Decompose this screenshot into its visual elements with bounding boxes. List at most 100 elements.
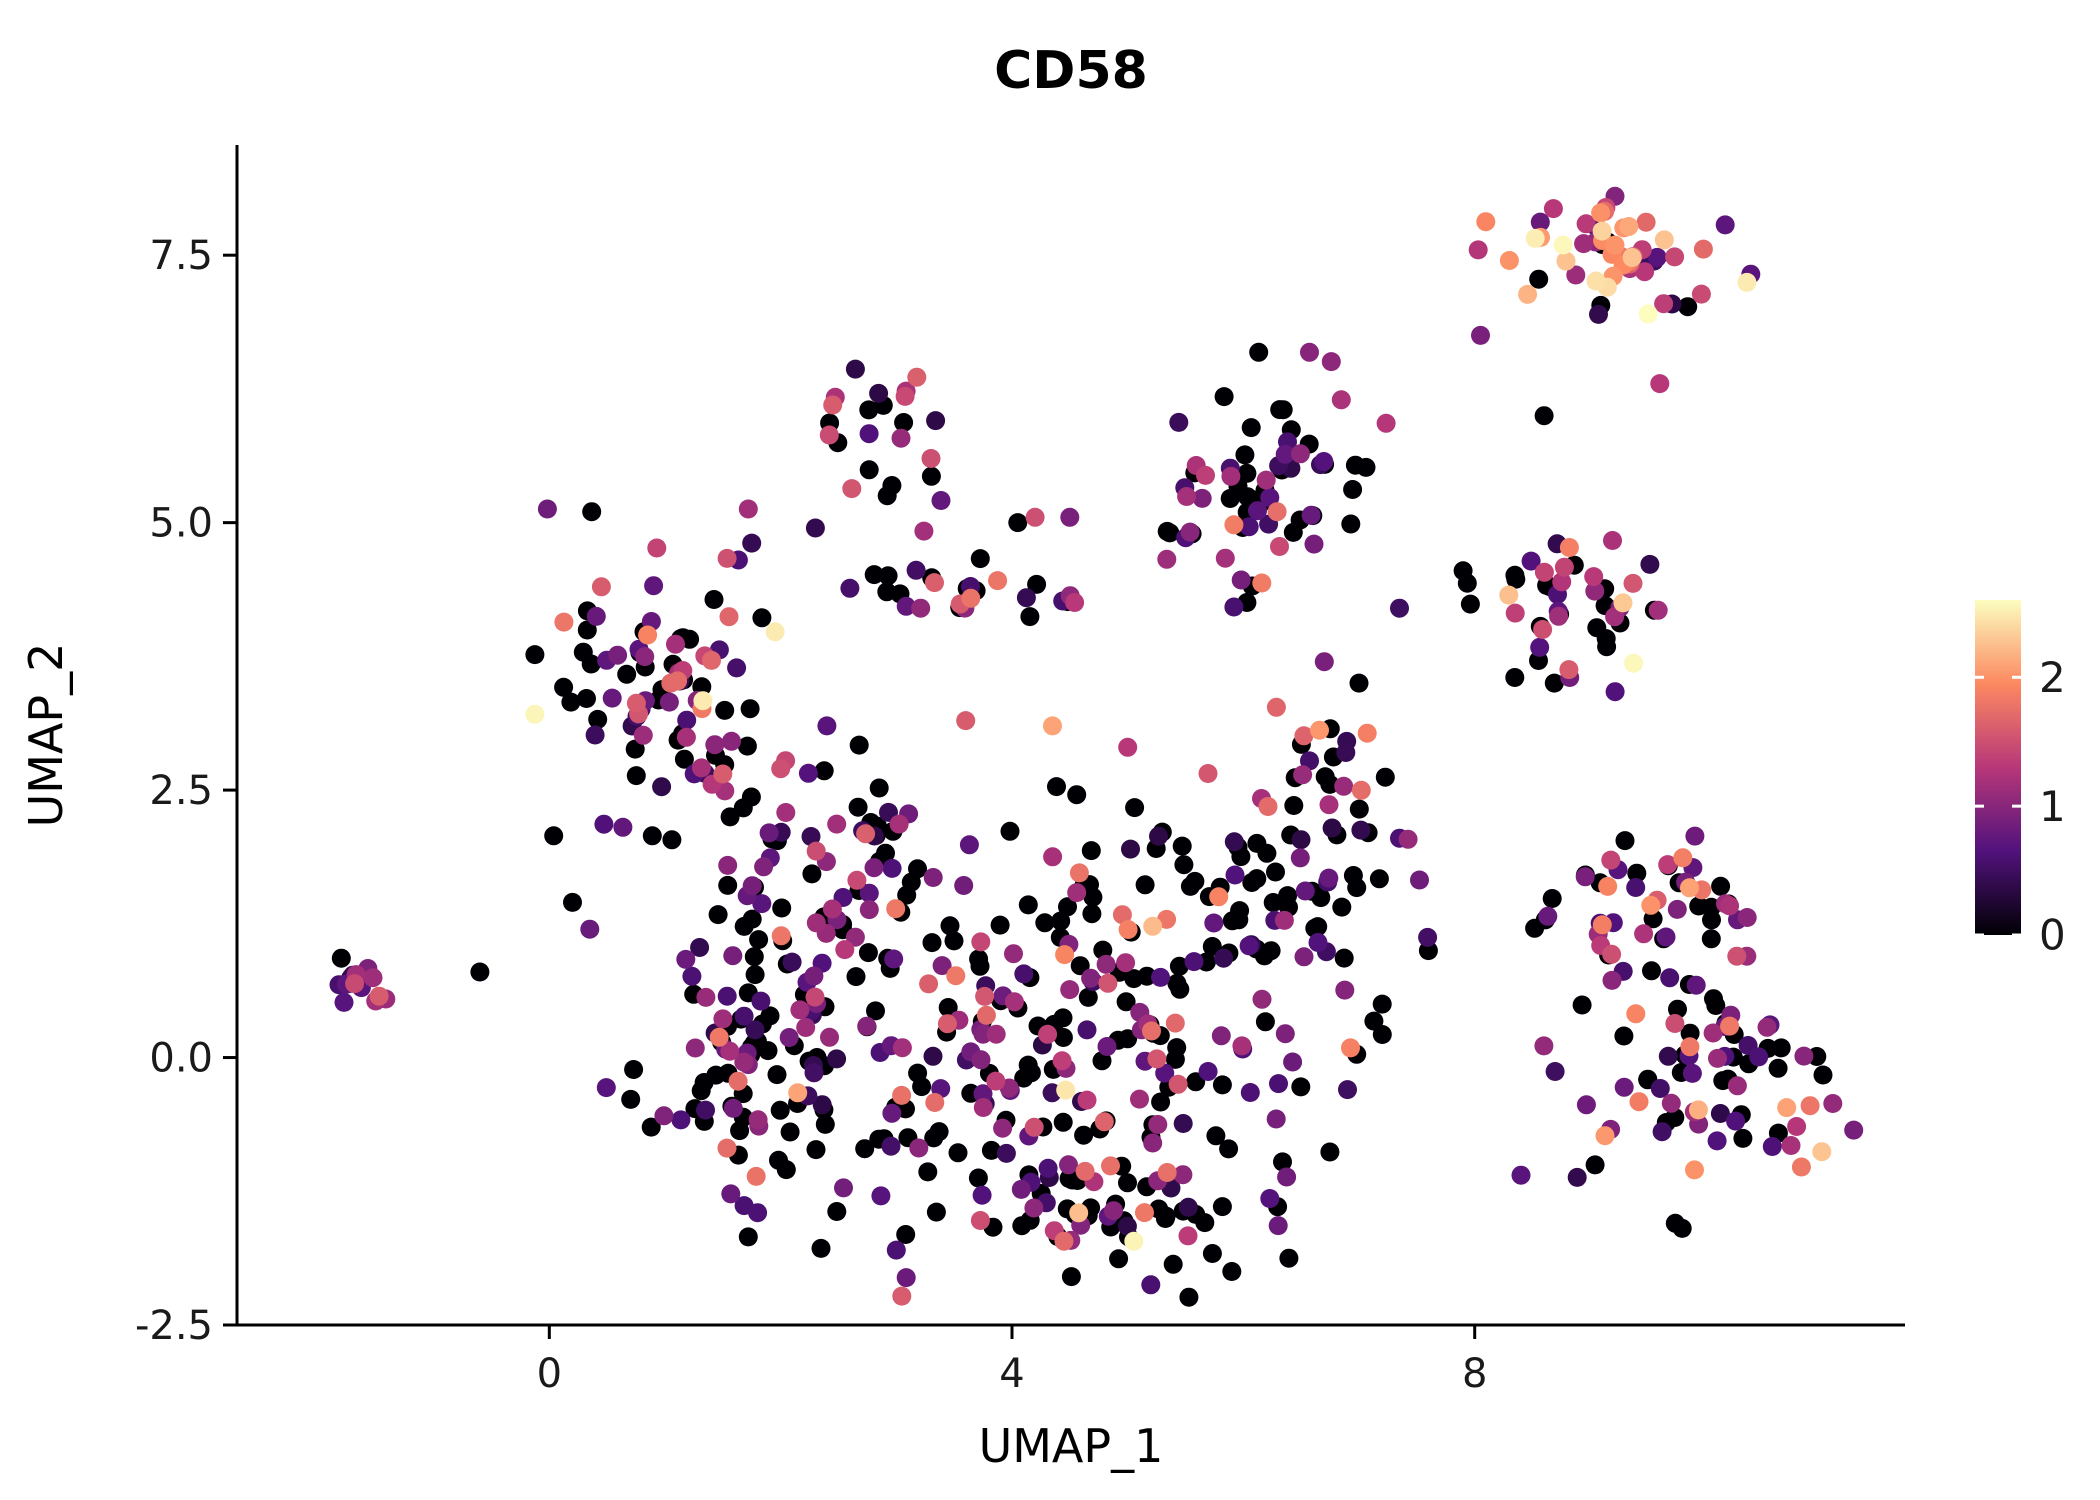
data-point [804,966,824,986]
data-point [864,858,884,878]
data-point [779,1028,799,1047]
data-point [1673,848,1693,868]
data-point [1685,1160,1704,1180]
data-point [1310,720,1329,740]
data-point [1688,1100,1708,1120]
data-point [1257,843,1277,863]
data-point [834,1178,853,1198]
data-point [1529,269,1549,289]
data-point [1169,956,1189,976]
data-point [1605,682,1625,702]
data-point [1060,507,1080,527]
data-point [1211,1026,1231,1046]
data-point [923,868,943,887]
data-point [1165,1013,1185,1033]
data-point [1260,1189,1280,1208]
data-point [878,566,898,586]
data-point [1291,830,1311,850]
data-point [1242,873,1262,892]
data-point [1173,1165,1193,1185]
data-point [1605,607,1625,627]
data-point [625,739,645,759]
data-point [676,949,696,969]
data-point [971,1050,991,1070]
data-point [1334,776,1354,796]
data-point [884,949,904,969]
data-point [1338,1080,1357,1100]
data-point [626,693,646,713]
data-point [1656,927,1676,947]
data-point [1623,573,1643,593]
data-point [577,620,597,640]
data-point [586,606,606,626]
data-point [1658,1046,1678,1066]
data-point [1241,418,1261,438]
data-point [613,817,633,837]
data-point [1061,1267,1081,1287]
data-point [931,491,951,510]
data-point [1143,916,1163,936]
data-point [544,826,564,846]
data-point [1576,1095,1596,1115]
data-point [871,1186,891,1206]
data-point [734,1052,754,1072]
data-point [1240,1083,1260,1102]
data-point [1094,1112,1114,1132]
data-point [1255,1012,1275,1032]
data-point [1614,1077,1634,1097]
data-point [626,766,646,786]
data-point [1202,937,1222,956]
data-point [1043,716,1062,736]
data-point [1169,412,1189,432]
data-point [1410,870,1429,890]
data-point [780,1122,800,1142]
data-point [561,692,581,712]
data-point [1603,531,1622,550]
data-point [922,933,942,953]
data-point [1658,855,1678,875]
data-point [869,778,889,798]
data-point [759,823,779,843]
data-point [767,1065,787,1085]
data-point [882,1103,902,1123]
data-point [1173,1114,1193,1133]
data-point [621,1089,641,1109]
data-point [1794,1046,1814,1066]
data-point [1665,1108,1685,1127]
data-point [1239,936,1259,956]
data-point [1151,1092,1171,1112]
data-point [1534,1036,1554,1056]
data-point [580,919,600,939]
data-point [1147,1049,1167,1069]
data-point [1585,1155,1605,1175]
data-point [1225,865,1245,885]
data-point [1214,948,1234,968]
data-point [845,359,865,379]
data-point [938,998,958,1017]
data-point [1024,1198,1044,1218]
data-point [859,460,879,480]
data-point [842,479,862,499]
data-point [1125,798,1145,818]
data-point [975,986,995,1006]
data-point [1711,876,1731,896]
data-point [1018,895,1038,915]
data-point [748,1203,768,1223]
data-point [847,870,867,890]
data-point [892,1286,912,1306]
data-point [1004,992,1024,1012]
data-point [1283,1052,1303,1072]
data-point [1372,994,1392,1014]
data-point [745,965,765,985]
data-point [889,814,909,834]
data-point [993,1118,1013,1138]
data-point [1505,603,1525,623]
data-point [1715,215,1735,235]
data-point [1263,893,1283,912]
data-point [1622,248,1642,267]
data-point [1053,1028,1073,1047]
data-point [1544,673,1564,693]
data-point [1534,406,1554,426]
data-point [1586,271,1606,291]
data-point [990,915,1010,935]
